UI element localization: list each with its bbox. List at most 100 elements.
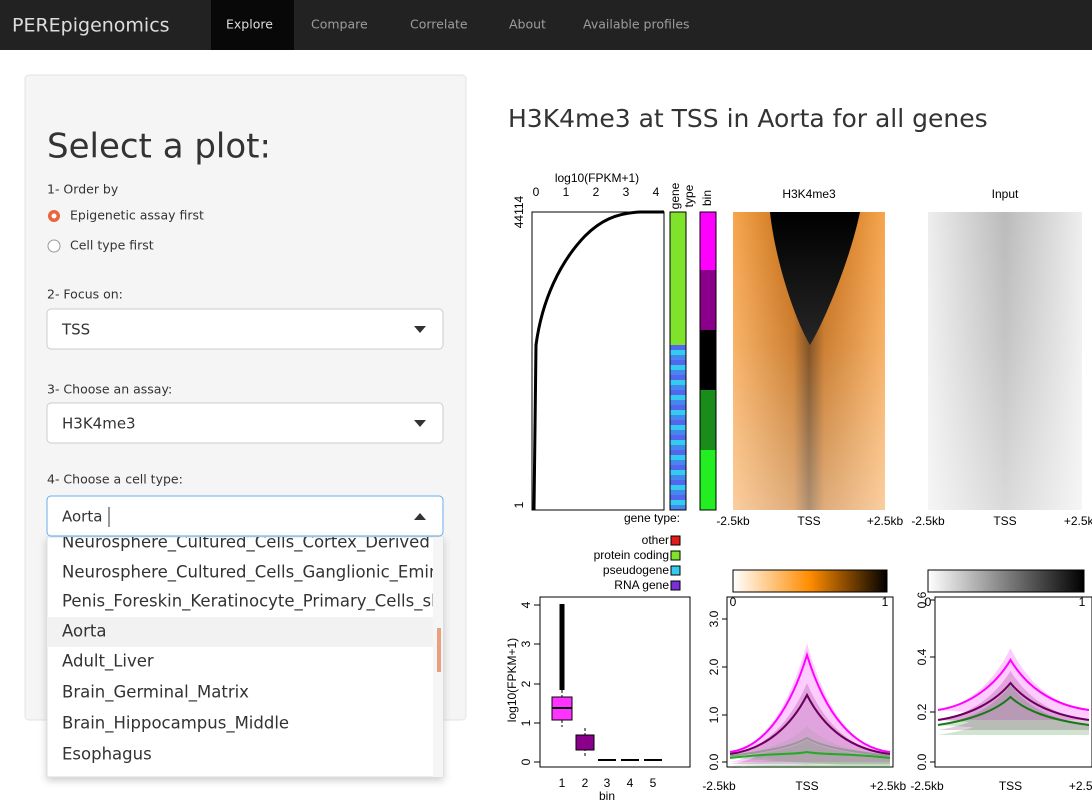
dropdown (46, 536, 444, 778)
gene-type-stripe (670, 400, 686, 405)
box-ytick-label: 1 (519, 719, 533, 726)
box-xtick-label: 4 (627, 776, 634, 790)
profile-line (937, 695, 1090, 726)
nav-active (211, 0, 294, 50)
gene-type-stripe (670, 425, 686, 430)
profile-band (730, 726, 890, 766)
profile-line (729, 736, 891, 757)
profile-ytick-label: 0.6 (915, 591, 929, 608)
profile-ytick-label: 2.0 (707, 658, 721, 675)
colorbar-tick: 0 (925, 595, 932, 609)
select[interactable] (46, 402, 444, 444)
profile-line (729, 692, 891, 755)
bin-col (700, 270, 716, 330)
box-ytick-label: 3 (519, 640, 533, 647)
radio-label[interactable]: Epigenetic assay first (70, 208, 204, 223)
select-value: TSS (61, 321, 90, 339)
dropdown-option[interactable]: Adult_Liver (62, 652, 154, 672)
sidebar-title: Select a plot: (47, 127, 271, 167)
legend-label: protein coding (594, 548, 669, 562)
profile-line (729, 651, 891, 753)
gene-type-stripe (670, 450, 686, 455)
profile-xtick-label: +2.5kb (1069, 779, 1092, 793)
dropdown-option[interactable]: Esophagus (62, 745, 152, 764)
box-xtick-label: 1 (559, 776, 566, 790)
gene-type-stripe (670, 370, 686, 375)
nav-item[interactable]: Available profiles (583, 17, 690, 32)
expr-tick: 1 (563, 185, 570, 199)
radio-dot (51, 213, 57, 219)
caret (414, 513, 426, 520)
legend-label: other (642, 533, 669, 547)
expr-ybottom: 1 (512, 501, 526, 508)
profile-xtick-label: +2.5kb (870, 779, 907, 793)
dropdown-option[interactable]: Brain_Germinal_Matrix (62, 683, 249, 703)
dropdown-option[interactable]: Brain_Hippocampus_Middle (62, 714, 289, 734)
col-header: bin (700, 190, 714, 206)
col-header: type (682, 184, 696, 207)
heatmap-xtick: -2.5kb (716, 514, 750, 528)
gene-type-stripe (670, 415, 686, 420)
heatmap-xtick: +2.5kb (867, 514, 904, 528)
gene-type-stripe (670, 440, 686, 445)
brand[interactable]: PEREpigenomics (12, 15, 170, 37)
radio[interactable] (47, 239, 61, 253)
radio-label[interactable]: Cell type first (70, 238, 154, 253)
select[interactable] (46, 308, 444, 350)
profile-frame (934, 596, 1092, 768)
legend-label: RNA gene (614, 578, 669, 592)
box-xtick-label: 3 (604, 776, 611, 790)
heatmap-title: H3K4me3 (782, 187, 836, 201)
colorbar-tick: 1 (882, 595, 889, 609)
expr-curve (532, 210, 664, 511)
nav-item[interactable]: About (509, 17, 546, 32)
profile-ytick-label: 0.4 (915, 648, 929, 665)
legend-swatch (670, 550, 681, 561)
gene-type-stripe (670, 435, 686, 440)
profile-line (937, 658, 1090, 711)
profile-ytick-label: 1.0 (707, 706, 721, 723)
expr-box (531, 211, 665, 511)
select[interactable] (46, 495, 444, 537)
profile-ytick-label: 0.2 (915, 703, 929, 720)
gene-type-stripe (670, 355, 686, 360)
expr-label: log10(FPKM+1) (555, 171, 639, 185)
field-label: 1- Order by (47, 182, 119, 197)
select-value: H3K4me3 (62, 415, 136, 433)
nav-item[interactable]: Correlate (410, 17, 468, 32)
box-xtick-label: 5 (650, 776, 657, 790)
profile-line (937, 681, 1090, 721)
profile-xtick-label: -2.5kb (702, 779, 736, 793)
heatmap-xtick: -2.5kb (911, 514, 945, 528)
profile-band (730, 740, 890, 768)
profile-xtick-label: -2.5kb (910, 779, 944, 793)
heatmap-xtick: TSS (993, 514, 1016, 528)
gene-type-stripe (670, 485, 686, 490)
profile-xtick-label: TSS (999, 779, 1022, 793)
gene-type-stripe (670, 420, 686, 425)
dropdown-option[interactable]: Neurosphere_Cultured_Cells_Ganglionic_Em… (62, 563, 439, 583)
navbar (0, 0, 1092, 50)
field-label: 3- Choose an assay: (47, 382, 172, 397)
col-border (669, 211, 687, 511)
profile-band (730, 683, 890, 764)
colorbar (732, 569, 888, 593)
scroll-thumb[interactable] (437, 628, 441, 672)
bin-col (700, 390, 716, 450)
gene-type-stripe (670, 345, 686, 350)
heatmap-fade (733, 212, 885, 510)
expr-tick: 0 (533, 185, 540, 199)
gene-type-stripe (670, 500, 686, 505)
legend-title: gene type: (624, 511, 680, 525)
nav-item[interactable]: Explore (226, 17, 273, 32)
gene-type-stripe (670, 350, 686, 355)
dropdown-option[interactable]: Neurosphere_Cultured_Cells_Cortex_Derive… (62, 533, 430, 553)
col-header: gene (668, 182, 682, 209)
legend-label: pseudogene (603, 563, 669, 577)
bin-col (700, 330, 716, 390)
nav-item[interactable]: Compare (311, 17, 368, 32)
select-value: Aorta (62, 508, 102, 526)
dropdown-option[interactable]: Aorta (62, 622, 106, 641)
dropdown-option[interactable]: Penis_Foreskin_Keratinocyte_Primary_Cell… (62, 592, 436, 612)
